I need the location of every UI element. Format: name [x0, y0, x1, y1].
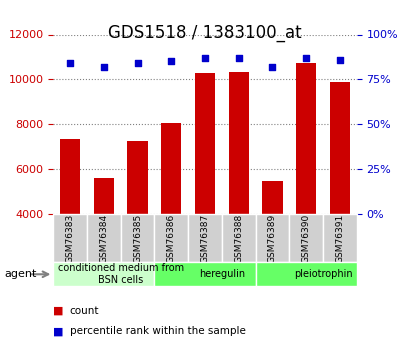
Point: [336, 57, 342, 62]
Text: ■: ■: [53, 326, 64, 336]
FancyBboxPatch shape: [255, 262, 356, 286]
Text: GSM76391: GSM76391: [335, 214, 344, 263]
Text: agent: agent: [4, 269, 36, 279]
Text: ■: ■: [53, 306, 64, 315]
Text: count: count: [70, 306, 99, 315]
FancyBboxPatch shape: [289, 214, 322, 262]
Bar: [94, 178, 114, 214]
Bar: [295, 62, 315, 214]
Bar: [228, 71, 248, 214]
Bar: [161, 123, 181, 214]
Point: [268, 64, 275, 70]
FancyBboxPatch shape: [154, 262, 255, 286]
Bar: [60, 139, 80, 214]
Bar: [194, 73, 215, 214]
FancyBboxPatch shape: [255, 214, 289, 262]
FancyBboxPatch shape: [53, 214, 87, 262]
FancyBboxPatch shape: [221, 214, 255, 262]
FancyBboxPatch shape: [87, 214, 120, 262]
FancyBboxPatch shape: [188, 214, 221, 262]
Bar: [127, 141, 147, 214]
Text: GSM76388: GSM76388: [234, 214, 243, 263]
Text: GSM76389: GSM76389: [267, 214, 276, 263]
FancyBboxPatch shape: [53, 262, 154, 286]
Text: GSM76390: GSM76390: [301, 214, 310, 263]
Point: [201, 55, 208, 61]
Text: GSM76384: GSM76384: [99, 214, 108, 263]
Text: heregulin: heregulin: [198, 269, 244, 279]
Text: GSM76385: GSM76385: [133, 214, 142, 263]
FancyBboxPatch shape: [120, 214, 154, 262]
Point: [100, 64, 107, 70]
Point: [67, 60, 73, 66]
Bar: [329, 81, 349, 214]
Point: [168, 59, 174, 64]
Text: GDS1518 / 1383100_at: GDS1518 / 1383100_at: [108, 24, 301, 42]
Text: GSM76386: GSM76386: [166, 214, 175, 263]
Point: [235, 55, 241, 61]
Text: percentile rank within the sample: percentile rank within the sample: [70, 326, 245, 336]
FancyBboxPatch shape: [154, 214, 188, 262]
Bar: [262, 181, 282, 214]
Text: conditioned medium from
BSN cells: conditioned medium from BSN cells: [58, 264, 183, 285]
Point: [302, 55, 309, 61]
Text: GSM76383: GSM76383: [65, 214, 74, 263]
FancyBboxPatch shape: [322, 214, 356, 262]
Text: GSM76387: GSM76387: [200, 214, 209, 263]
Point: [134, 60, 141, 66]
Text: pleiotrophin: pleiotrophin: [293, 269, 351, 279]
